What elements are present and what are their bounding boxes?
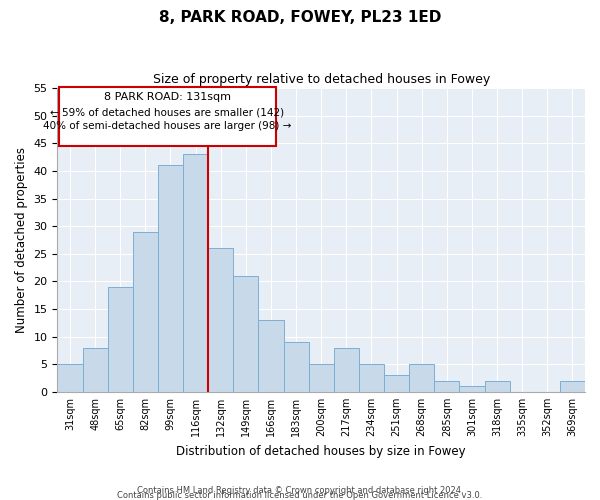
Bar bbox=[308, 364, 334, 392]
Bar bbox=[560, 381, 585, 392]
Y-axis label: Number of detached properties: Number of detached properties bbox=[15, 147, 28, 333]
Bar bbox=[208, 248, 233, 392]
Bar bbox=[259, 320, 284, 392]
Title: Size of property relative to detached houses in Fowey: Size of property relative to detached ho… bbox=[152, 72, 490, 86]
Bar bbox=[183, 154, 208, 392]
Bar bbox=[233, 276, 259, 392]
Bar bbox=[158, 166, 183, 392]
Text: Contains HM Land Registry data © Crown copyright and database right 2024.: Contains HM Land Registry data © Crown c… bbox=[137, 486, 463, 495]
Text: 8, PARK ROAD, FOWEY, PL23 1ED: 8, PARK ROAD, FOWEY, PL23 1ED bbox=[159, 10, 441, 25]
Text: 40% of semi-detached houses are larger (98) →: 40% of semi-detached houses are larger (… bbox=[43, 121, 292, 131]
Bar bbox=[83, 348, 107, 392]
Text: 8 PARK ROAD: 131sqm: 8 PARK ROAD: 131sqm bbox=[104, 92, 231, 102]
Text: Contains public sector information licensed under the Open Government Licence v3: Contains public sector information licen… bbox=[118, 491, 482, 500]
Bar bbox=[384, 376, 409, 392]
Bar bbox=[359, 364, 384, 392]
Bar bbox=[485, 381, 509, 392]
Bar bbox=[133, 232, 158, 392]
Bar bbox=[58, 364, 83, 392]
Bar bbox=[284, 342, 308, 392]
Text: ← 59% of detached houses are smaller (142): ← 59% of detached houses are smaller (14… bbox=[50, 108, 284, 118]
X-axis label: Distribution of detached houses by size in Fowey: Distribution of detached houses by size … bbox=[176, 444, 466, 458]
Bar bbox=[434, 381, 460, 392]
Bar bbox=[334, 348, 359, 392]
Bar bbox=[107, 287, 133, 392]
FancyBboxPatch shape bbox=[59, 87, 276, 146]
Bar bbox=[409, 364, 434, 392]
Bar bbox=[460, 386, 485, 392]
